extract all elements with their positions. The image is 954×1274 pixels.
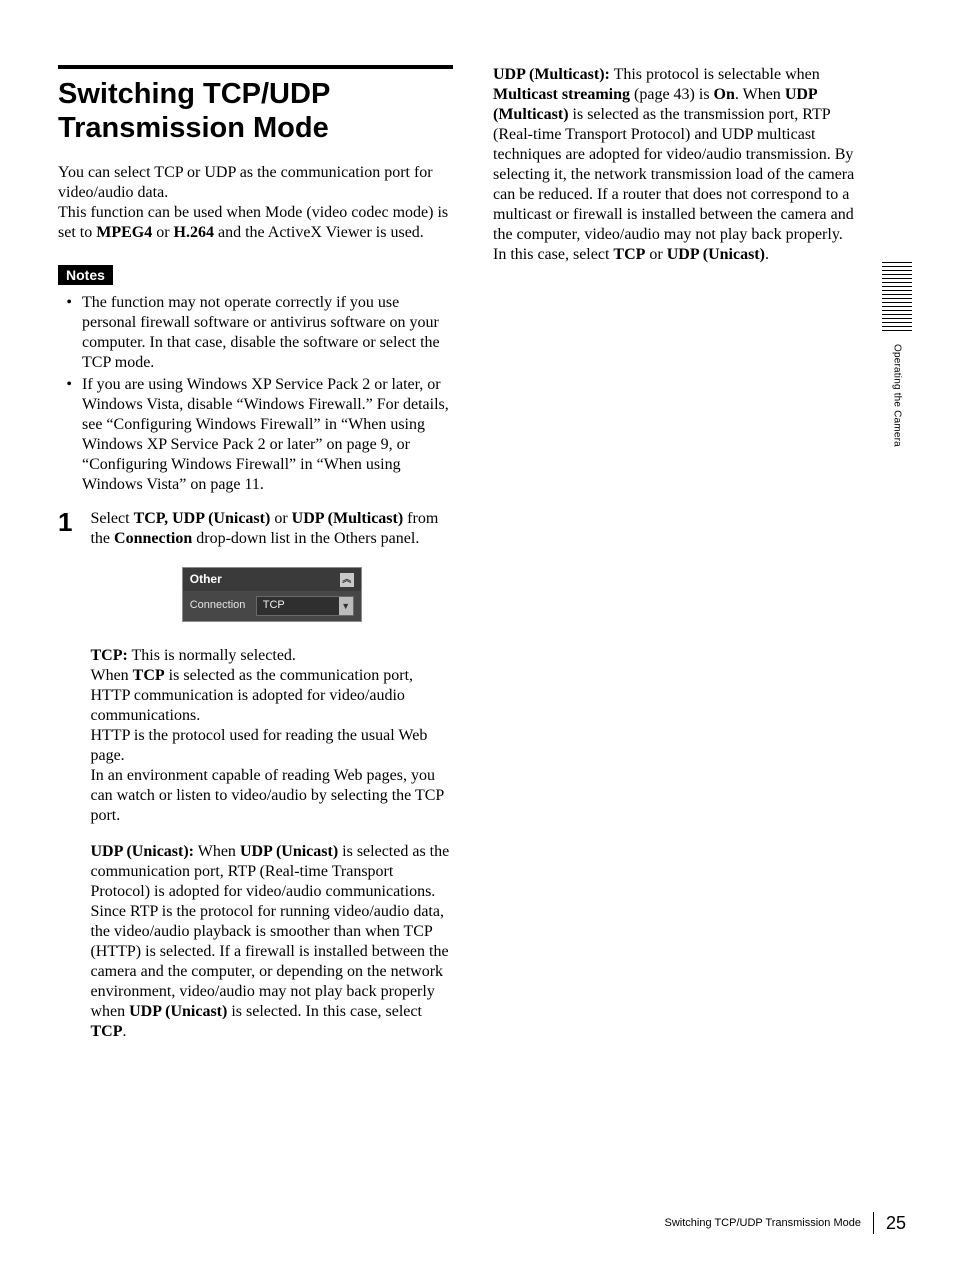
other-panel-title: Other: [190, 572, 222, 587]
tcp-b2: TCP: [133, 667, 165, 684]
tab-lines-icon: [882, 262, 912, 334]
mc-t2: (page 43) is: [630, 86, 714, 103]
uni-t3: is selected. In this case, select: [227, 1003, 422, 1020]
uni-t4: .: [122, 1023, 126, 1040]
other-panel: Other ︽ Connection TCP ▼: [182, 567, 362, 622]
other-panel-header: Other ︽: [183, 568, 361, 591]
tcp-b1: TCP:: [90, 647, 127, 664]
intro-line2b: and the ActiveX Viewer is used.: [214, 224, 424, 241]
step-number: 1: [58, 509, 72, 535]
mc-t1: This protocol is selectable when: [610, 66, 820, 83]
uni-b4: TCP: [90, 1023, 122, 1040]
mc-b3: On: [714, 86, 735, 103]
step-b3: Connection: [114, 530, 192, 547]
mc-b6: UDP (Unicast): [667, 246, 765, 263]
step-b2: UDP (Multicast): [292, 510, 404, 527]
mc-b1: UDP (Multicast):: [493, 66, 610, 83]
column-right: UDP (Multicast): This protocol is select…: [493, 65, 858, 1058]
connection-label: Connection: [190, 599, 246, 613]
uni-b1: UDP (Unicast):: [90, 843, 194, 860]
uni-t2: is selected as the communication port, R…: [90, 843, 449, 1020]
connection-row: Connection TCP ▼: [183, 591, 361, 621]
notes-label: Notes: [58, 265, 113, 285]
step-t1: Select: [90, 510, 133, 527]
page-title: Switching TCP/UDP Transmission Mode: [58, 77, 453, 145]
intro-mid: or: [152, 224, 173, 241]
footer-title: Switching TCP/UDP Transmission Mode: [665, 1217, 861, 1229]
unicast-paragraph: UDP (Unicast): When UDP (Unicast) is sel…: [90, 842, 453, 1042]
intro-b2: H.264: [174, 224, 214, 241]
column-left: Switching TCP/UDP Transmission Mode You …: [58, 65, 453, 1058]
step-t2: or: [270, 510, 291, 527]
uni-t1: When: [194, 843, 240, 860]
step-body: Select TCP, UDP (Unicast) or UDP (Multic…: [90, 509, 453, 1058]
notes-list: The function may not operate correctly i…: [58, 293, 453, 495]
notes-item-2: If you are using Windows XP Service Pack…: [80, 375, 453, 495]
notes-item-1: The function may not operate correctly i…: [80, 293, 453, 373]
panel-screenshot: Other ︽ Connection TCP ▼: [90, 567, 453, 622]
mc-b5: TCP: [613, 246, 645, 263]
step-b1: TCP, UDP (Unicast): [134, 510, 271, 527]
mc-t6: .: [765, 246, 769, 263]
page-footer: Switching TCP/UDP Transmission Mode 25: [665, 1212, 906, 1234]
step-instruction: Select TCP, UDP (Unicast) or UDP (Multic…: [90, 509, 453, 549]
mc-t3: . When: [735, 86, 785, 103]
title-rule: [58, 65, 453, 69]
step-t4: drop-down list in the Others panel.: [192, 530, 419, 547]
intro-paragraph: You can select TCP or UDP as the communi…: [58, 163, 453, 243]
connection-value: TCP: [263, 599, 285, 611]
side-tab: Operating the Camera: [882, 262, 912, 447]
two-column-layout: Switching TCP/UDP Transmission Mode You …: [58, 65, 904, 1058]
page: Switching TCP/UDP Transmission Mode You …: [0, 0, 954, 1274]
multicast-paragraph: UDP (Multicast): This protocol is select…: [493, 65, 858, 265]
tcp-t3: HTTP is the protocol used for reading th…: [90, 727, 427, 764]
page-number: 25: [886, 1213, 906, 1234]
side-tab-label: Operating the Camera: [892, 344, 903, 447]
chevron-down-icon[interactable]: ▼: [339, 597, 353, 615]
tcp-t1: This is normally selected.: [128, 647, 296, 664]
footer-divider: [873, 1212, 874, 1234]
connection-dropdown[interactable]: TCP ▼: [256, 596, 354, 616]
tcp-t2a: When: [90, 667, 132, 684]
mc-b2: Multicast streaming: [493, 86, 630, 103]
collapse-icon[interactable]: ︽: [340, 573, 354, 587]
intro-b1: MPEG4: [96, 224, 152, 241]
mc-t5: or: [645, 246, 666, 263]
tcp-paragraph: TCP: This is normally selected. When TCP…: [90, 646, 453, 826]
step-1: 1 Select TCP, UDP (Unicast) or UDP (Mult…: [58, 509, 453, 1058]
uni-b3: UDP (Unicast): [129, 1003, 227, 1020]
uni-b2: UDP (Unicast): [240, 843, 338, 860]
intro-line1: You can select TCP or UDP as the communi…: [58, 164, 433, 201]
tcp-t4: In an environment capable of reading Web…: [90, 767, 443, 824]
mc-t4: is selected as the transmission port, RT…: [493, 106, 854, 263]
